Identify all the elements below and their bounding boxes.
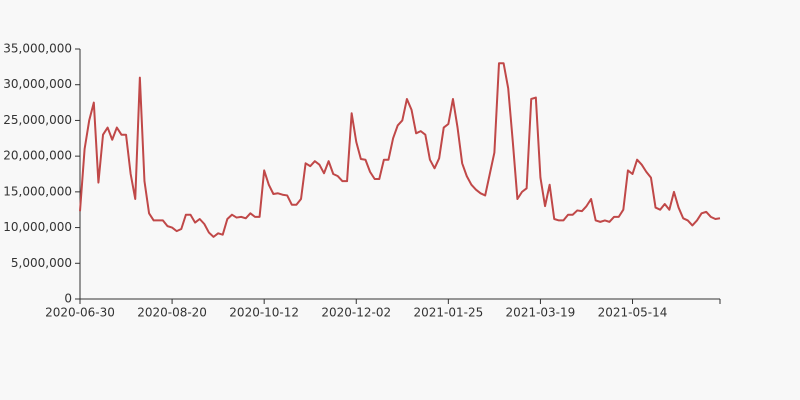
x-tick-label: 2021-05-14 — [598, 306, 668, 320]
x-tick-label: 2020-08-20 — [137, 306, 207, 320]
y-tick-label: 5,000,000 — [11, 256, 72, 270]
x-tick-label: 2021-03-19 — [506, 306, 576, 320]
y-tick-label: 10,000,000 — [3, 220, 72, 234]
x-tick-label: 2020-06-30 — [45, 306, 115, 320]
line — [79, 62, 721, 238]
y-tick-label: 25,000,000 — [3, 113, 72, 127]
y-tick-label: 0 — [64, 292, 72, 306]
y-tick-label: 15,000,000 — [3, 184, 72, 198]
y-tick-label: 20,000,000 — [3, 149, 72, 163]
x-tick-label: 2021-01-25 — [413, 306, 483, 320]
y-tick-label: 35,000,000 — [3, 42, 72, 56]
y-tick-label: 30,000,000 — [3, 77, 72, 91]
x-tick-label: 2020-12-02 — [321, 306, 391, 320]
x-tick-label: 2020-10-12 — [229, 306, 299, 320]
